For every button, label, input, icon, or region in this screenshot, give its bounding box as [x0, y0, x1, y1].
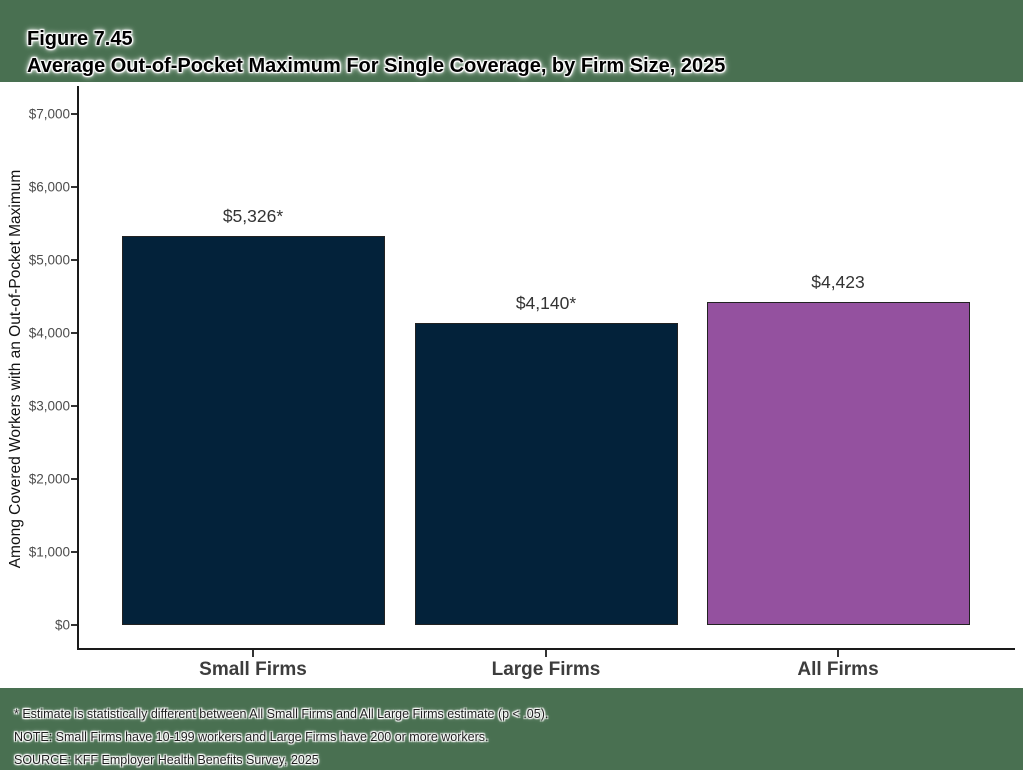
y-tick-label: $1,000: [28, 544, 70, 560]
y-tick-label: $3,000: [28, 398, 70, 414]
y-tick-mark: [71, 259, 77, 261]
y-tick-label: $0: [54, 617, 70, 633]
bar-all-firms: [706, 302, 970, 625]
bar-small-firms: [121, 236, 385, 625]
y-tick-label: $7,000: [28, 106, 70, 122]
y-tick-label: $4,000: [28, 325, 70, 341]
figure-header: Figure 7.45 Average Out-of-Pocket Maximu…: [27, 26, 725, 80]
x-tick-mark: [837, 650, 839, 657]
y-axis-title: Among Covered Workers with an Out-of-Poc…: [7, 169, 24, 569]
bar-large-firms: [414, 322, 678, 625]
bar-value-label: $4,140*: [515, 292, 577, 313]
figure-title: Average Out-of-Pocket Maximum For Single…: [27, 55, 726, 77]
figure-number: Figure 7.45: [27, 28, 133, 50]
y-tick-mark: [71, 113, 77, 115]
y-tick-mark: [71, 551, 77, 553]
y-axis-line: [77, 86, 79, 650]
bar-value-label: $5,326*: [222, 206, 284, 227]
y-tick-label: $6,000: [28, 179, 70, 195]
footnote-source: SOURCE: KFF Employer Health Benefits Sur…: [14, 753, 319, 767]
y-tick-label: $5,000: [28, 252, 70, 268]
y-tick-mark: [71, 332, 77, 334]
y-tick-mark: [71, 478, 77, 480]
bar-value-label: $4,423: [811, 272, 865, 293]
y-tick-mark: [71, 186, 77, 188]
footnotes: * Estimate is statistically different be…: [14, 703, 548, 770]
x-axis-line: [78, 648, 1015, 650]
x-tick-mark: [545, 650, 547, 657]
y-tick-mark: [71, 405, 77, 407]
x-tick-mark: [252, 650, 254, 657]
x-axis-label-large-firms: Large Firms: [491, 659, 601, 680]
y-tick-label: $2,000: [28, 471, 70, 487]
x-axis-label-all-firms: All Firms: [797, 659, 879, 680]
footnote-note: NOTE: Small Firms have 10-199 workers an…: [14, 730, 489, 744]
chart-panel: Among Covered Workers with an Out-of-Poc…: [0, 82, 1023, 688]
footnote-significance: * Estimate is statistically different be…: [14, 707, 549, 721]
y-tick-mark: [71, 624, 77, 626]
x-axis-label-small-firms: Small Firms: [199, 659, 307, 680]
